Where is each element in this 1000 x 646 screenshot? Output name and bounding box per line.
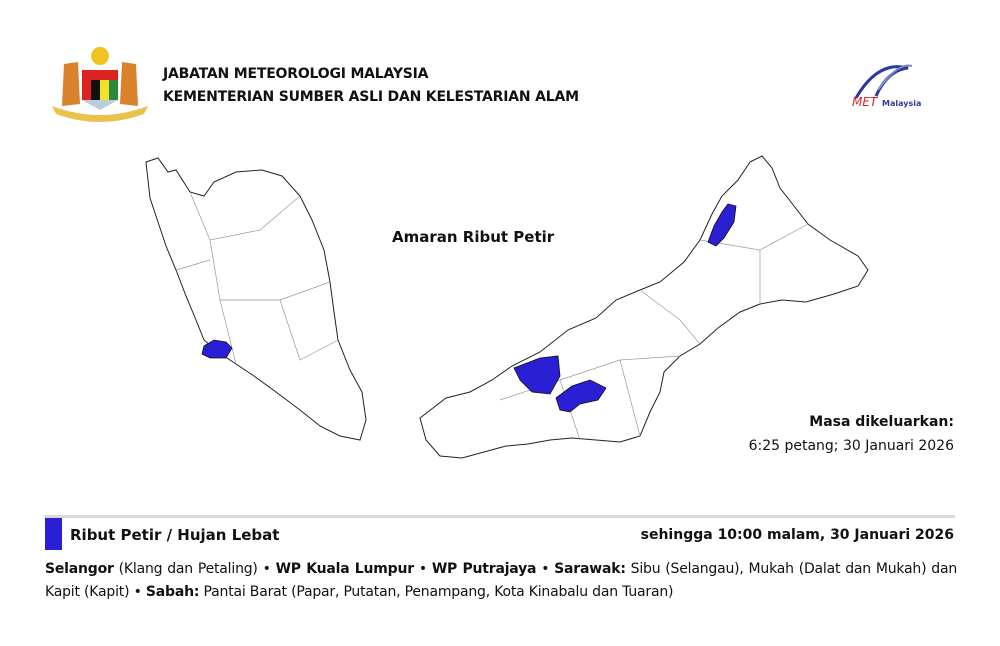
sarawak-mukah-sibu-area [513,355,561,395]
warning-title: Ribut Petir / Hujan Lebat [70,526,280,544]
peninsular-malaysia [145,157,367,441]
issued-time: 6:25 petang; 30 Januari 2026 [748,438,954,454]
sarawak-kapit-area [555,379,607,413]
issued-label: Masa dikeluarkan: [809,414,954,430]
warning-areas [201,203,737,413]
area-state: Sarawak: [554,561,626,577]
map-title: Amaran Ribut Petir [392,228,555,246]
ministry-name: KEMENTERIAN SUMBER ASLI DAN KELESTARIAN … [163,89,579,105]
area-detail: • [413,561,432,577]
valid-until: sehingga 10:00 malam, 30 Januari 2026 [640,527,954,543]
borneo-malaysia [419,155,869,459]
agency-name: JABATAN METEOROLOGI MALAYSIA [163,66,429,82]
met-malaysia-logo: MET Malaysia [852,64,921,109]
area-state: Sabah: [145,584,200,600]
divider [45,515,955,518]
area-detail: Pantai Barat (Papar, Putatan, Penampang,… [199,584,674,600]
affected-areas: Selangor (Klang dan Petaling) • WP Kuala… [45,558,957,604]
sabah-pantai-barat-area [707,203,737,247]
area-detail: (Klang dan Petaling) • [113,561,276,577]
svg-text:MET: MET [852,95,879,109]
malaysia-coat-of-arms-logo [52,47,148,122]
area-state: WP Kuala Lumpur [275,561,415,577]
svg-text:Malaysia: Malaysia [882,99,921,108]
area-detail: • [536,561,555,577]
area-detail: Sibu (Selangau), Mukah (Dalat dan Mukah)… [45,561,957,600]
area-state: Selangor [45,561,114,577]
warning-color-swatch [45,518,62,550]
selangor-kl-putrajaya-area [201,339,233,359]
area-state: WP Putrajaya [431,561,537,577]
